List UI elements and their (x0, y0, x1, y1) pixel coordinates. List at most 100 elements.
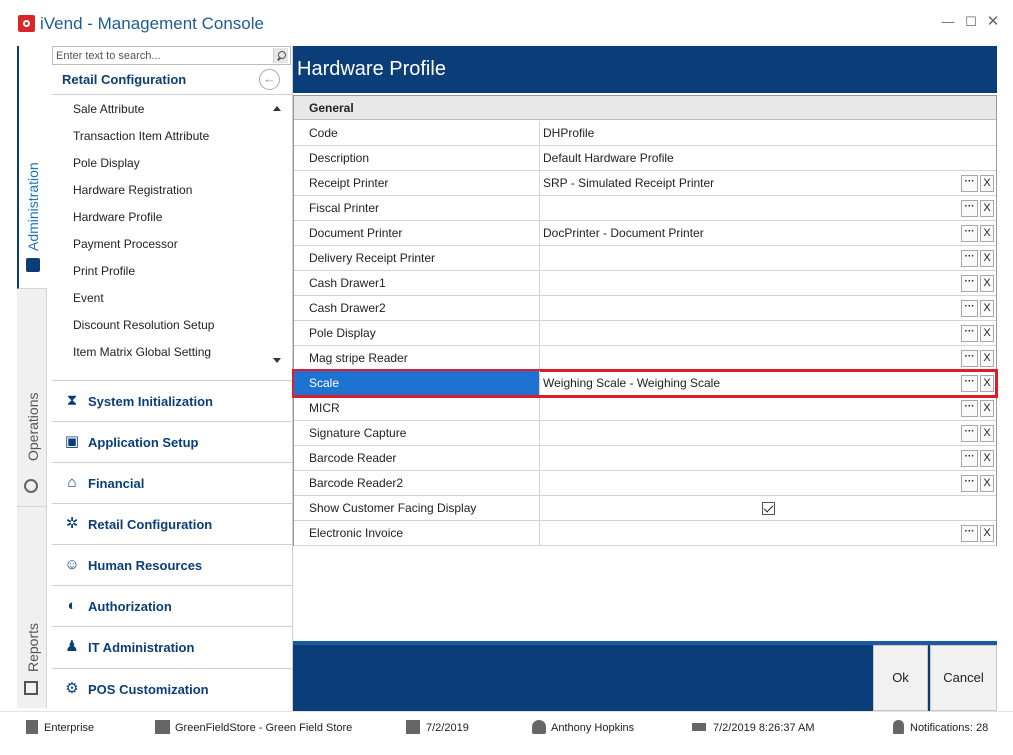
property-value[interactable]: SRP - Simulated Receipt Printer (543, 176, 715, 190)
browse-button[interactable]: ··· (961, 450, 978, 467)
browse-button[interactable]: ··· (961, 375, 978, 392)
nav-item-hardware-registration[interactable]: Hardware Registration (73, 183, 193, 197)
status-user: Anthony Hopkins (551, 722, 635, 734)
browse-button[interactable]: ··· (961, 250, 978, 267)
browse-button[interactable]: ··· (961, 300, 978, 317)
close-button[interactable]: ✕ (986, 13, 1000, 30)
nav-item-sale-attribute[interactable]: Sale Attribute (73, 102, 145, 116)
clear-button[interactable]: X (980, 450, 994, 467)
property-row-mag-stripe-reader[interactable]: Mag stripe Reader ··· X (294, 346, 996, 371)
section-system-initialization[interactable]: ⧗ System Initialization (52, 380, 292, 421)
property-value[interactable] (543, 246, 963, 270)
clear-button[interactable]: X (980, 175, 994, 192)
section-financial[interactable]: ⌂ Financial (52, 462, 292, 503)
nav-item-event[interactable]: Event (73, 291, 104, 305)
nav-item-print-profile[interactable]: Print Profile (73, 264, 136, 278)
ok-button[interactable]: Ok (873, 645, 928, 711)
browse-button[interactable]: ··· (961, 225, 978, 242)
clear-button[interactable]: X (980, 200, 994, 217)
scroll-up-arrow-icon[interactable] (273, 106, 281, 111)
clear-button[interactable]: X (980, 225, 994, 242)
wrench-icon: ⚙ (65, 680, 79, 697)
property-row-pole-display[interactable]: Pole Display ··· X (294, 321, 996, 346)
browse-button[interactable]: ··· (961, 475, 978, 492)
property-row-fiscal-printer[interactable]: Fiscal Printer ··· X (294, 196, 996, 221)
browse-button[interactable]: ··· (961, 325, 978, 342)
property-row-description[interactable]: Description Default Hardware Profile (294, 146, 996, 171)
nav-item-transaction-item-attribute[interactable]: Transaction Item Attribute (73, 129, 210, 143)
browse-button[interactable]: ··· (961, 425, 978, 442)
clear-button[interactable]: X (980, 250, 994, 267)
property-row-barcode-reader[interactable]: Barcode Reader ··· X (294, 446, 996, 471)
show-customer-facing-display-checkbox[interactable] (762, 502, 775, 515)
property-value[interactable] (543, 346, 963, 370)
nav-item-payment-processor[interactable]: Payment Processor (73, 237, 178, 251)
nav-item-discount-resolution-setup[interactable]: Discount Resolution Setup (73, 318, 215, 332)
property-value[interactable] (543, 271, 963, 295)
scroll-down-arrow-icon[interactable] (273, 358, 281, 363)
clear-button[interactable]: X (980, 325, 994, 342)
property-value[interactable] (543, 396, 963, 420)
property-value[interactable] (543, 196, 963, 220)
property-row-delivery-receipt-printer[interactable]: Delivery Receipt Printer ··· X (294, 246, 996, 271)
property-name: Document Printer (294, 221, 540, 245)
clear-button[interactable]: X (980, 425, 994, 442)
property-row-cash-drawer1[interactable]: Cash Drawer1 ··· X (294, 271, 996, 296)
property-value[interactable] (543, 521, 963, 545)
property-row-code[interactable]: Code DHProfile (294, 121, 996, 146)
browse-button[interactable]: ··· (961, 175, 978, 192)
property-value[interactable]: Weighing Scale - Weighing Scale (543, 376, 720, 390)
clear-button[interactable]: X (980, 475, 994, 492)
property-row-receipt-printer[interactable]: Receipt Printer SRP - Simulated Receipt P… (294, 171, 996, 196)
property-value[interactable] (543, 496, 963, 520)
property-name: Show Customer Facing Display (294, 496, 540, 520)
browse-button[interactable]: ··· (961, 200, 978, 217)
clear-button[interactable]: X (980, 525, 994, 542)
browse-button[interactable]: ··· (961, 350, 978, 367)
property-value[interactable] (543, 296, 963, 320)
clear-button[interactable]: X (980, 400, 994, 417)
property-value[interactable] (543, 446, 963, 470)
clear-button[interactable]: X (980, 275, 994, 292)
property-row-barcode-reader2[interactable]: Barcode Reader2 ··· X (294, 471, 996, 496)
property-row-electronic-invoice[interactable]: Electronic Invoice ··· X (294, 521, 996, 546)
browse-button[interactable]: ··· (961, 400, 978, 417)
browse-button[interactable]: ··· (961, 525, 978, 542)
nav-item-pole-display[interactable]: Pole Display (73, 156, 140, 170)
property-value[interactable] (543, 471, 963, 495)
cancel-button[interactable]: Cancel (930, 645, 997, 711)
back-arrow-icon[interactable]: ← (259, 69, 280, 90)
property-value[interactable]: Default Hardware Profile (543, 151, 674, 165)
section-it-administration[interactable]: ♟ IT Administration (52, 626, 292, 667)
tab-operations[interactable]: Operations (17, 289, 47, 507)
property-value[interactable]: DocPrinter - Document Printer (543, 226, 704, 240)
clear-button[interactable]: X (980, 350, 994, 367)
property-row-micr[interactable]: MICR ··· X (294, 396, 996, 421)
section-retail-configuration[interactable]: ✲ Retail Configuration (52, 503, 292, 544)
property-value[interactable] (543, 321, 963, 345)
search-input[interactable] (53, 47, 273, 64)
clear-button[interactable]: X (980, 300, 994, 317)
browse-button[interactable]: ··· (961, 275, 978, 292)
status-enterprise: Enterprise (44, 722, 95, 734)
section-human-resources[interactable]: ☺ Human Resources (52, 544, 292, 585)
section-application-setup[interactable]: ▣ Application Setup (52, 421, 292, 462)
minimize-button[interactable]: — (941, 14, 955, 29)
section-authorization[interactable]: ◐ Authorization (52, 585, 292, 626)
property-row-show-customer-facing-display[interactable]: Show Customer Facing Display (294, 496, 996, 521)
property-row-document-printer[interactable]: Document Printer DocPrinter - Document Pr… (294, 221, 996, 246)
property-value[interactable] (543, 421, 963, 445)
nav-item-hardware-profile[interactable]: Hardware Profile (73, 210, 163, 224)
property-value[interactable]: DHProfile (543, 126, 595, 140)
property-row-cash-drawer2[interactable]: Cash Drawer2 ··· X (294, 296, 996, 321)
nav-item-item-matrix-global-setting[interactable]: Item Matrix Global Setting (73, 345, 212, 359)
tab-reports[interactable]: Reports (17, 507, 47, 708)
maximize-button[interactable]: ☐ (965, 14, 977, 29)
section-pos-customization[interactable]: ⚙ POS Customization (52, 668, 292, 709)
search-icon[interactable] (273, 48, 288, 63)
property-row-signature-capture[interactable]: Signature Capture ··· X (294, 421, 996, 446)
status-notifications[interactable]: Notifications: 28 (910, 722, 989, 734)
clear-button[interactable]: X (980, 375, 994, 392)
property-row-scale[interactable]: Scale Weighing Scale - Weighing Scale ··· X (292, 369, 998, 398)
tab-administration[interactable]: Administration (17, 46, 47, 289)
